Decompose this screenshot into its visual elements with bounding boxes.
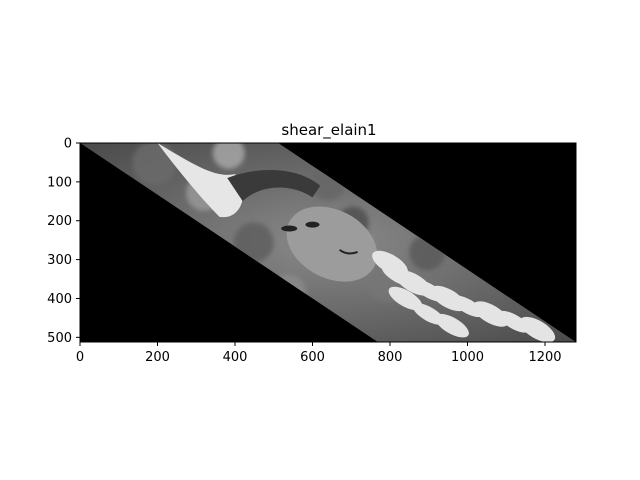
sheared-image <box>80 143 576 342</box>
eye-shape <box>305 221 320 228</box>
hand-shape <box>472 301 509 327</box>
y-tick-label: 200 <box>47 214 72 229</box>
hand-shape <box>519 316 556 342</box>
image-blob <box>132 143 177 185</box>
hand-shape <box>435 313 469 338</box>
x-tick-label: 1200 <box>528 350 561 365</box>
hair-shape <box>227 170 321 202</box>
axes-frame <box>79 142 577 343</box>
y-tick-label: 100 <box>47 175 72 190</box>
y-tick-label: 0 <box>64 137 72 152</box>
hat-shape <box>157 143 244 218</box>
x-tick-label: 0 <box>76 350 84 365</box>
eye-shape <box>281 225 298 232</box>
x-tick-label: 1000 <box>451 350 484 365</box>
x-tick-label: 600 <box>300 350 325 365</box>
x-tick-label: 800 <box>378 350 403 365</box>
x-tick-label: 400 <box>223 350 248 365</box>
y-tick-label: 400 <box>47 292 72 307</box>
y-tick-label: 500 <box>47 331 72 346</box>
y-tick-label: 300 <box>47 253 72 268</box>
x-tick-label: 200 <box>145 350 170 365</box>
image-blob <box>212 143 245 169</box>
chart-title: shear_elain1 <box>281 121 376 140</box>
x-axis: 0 200 400 600 800 1000 1200 <box>76 342 562 365</box>
y-axis: 0 100 200 300 400 500 <box>47 137 80 346</box>
mouth-shape <box>339 249 358 255</box>
